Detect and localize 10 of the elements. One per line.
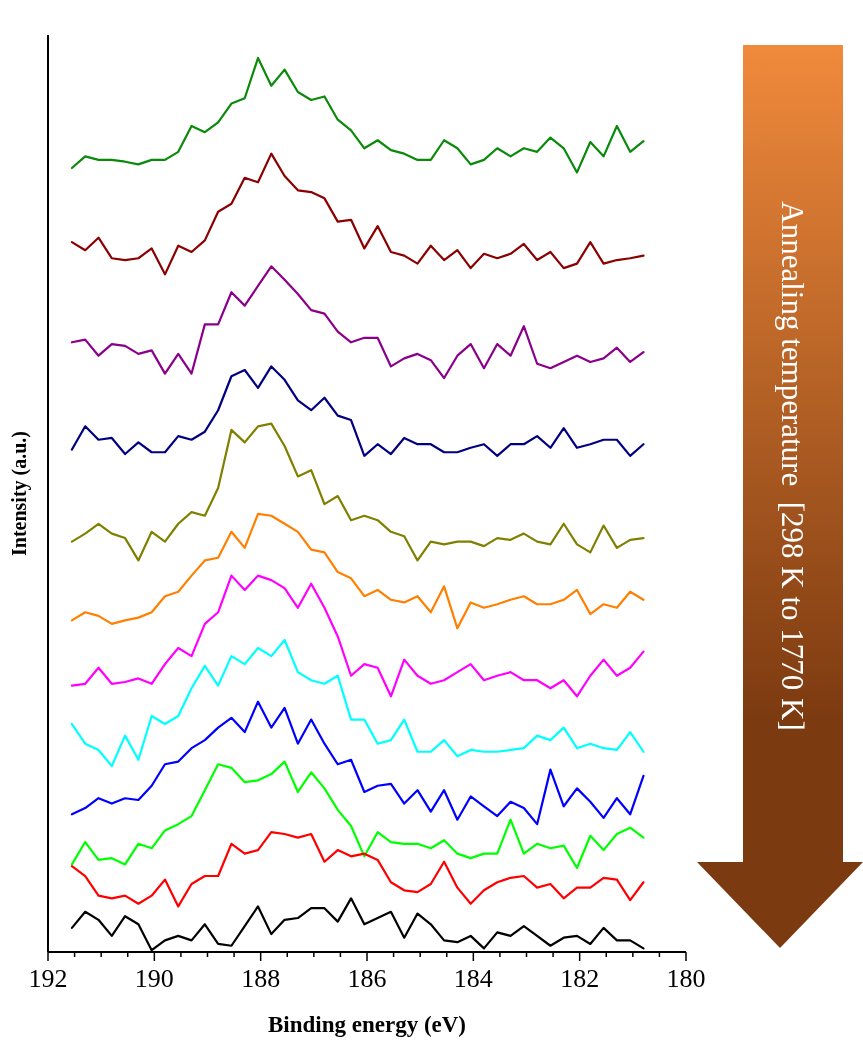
x-tick-label: 182 bbox=[560, 964, 600, 993]
x-tick-label: 190 bbox=[134, 964, 174, 993]
x-tick-label: 184 bbox=[453, 964, 493, 993]
text: Annealing temperature [298 K to 1770 K] bbox=[775, 201, 810, 731]
y-axis-title: Intensity (a.u.) bbox=[8, 430, 31, 557]
x-tick-label: 180 bbox=[666, 964, 706, 993]
x-tick-label: 192 bbox=[28, 964, 68, 993]
x-axis-title: Binding energy (eV) bbox=[267, 1012, 467, 1037]
x-tick-label: 186 bbox=[347, 964, 387, 993]
x-tick-label: 188 bbox=[241, 964, 281, 993]
